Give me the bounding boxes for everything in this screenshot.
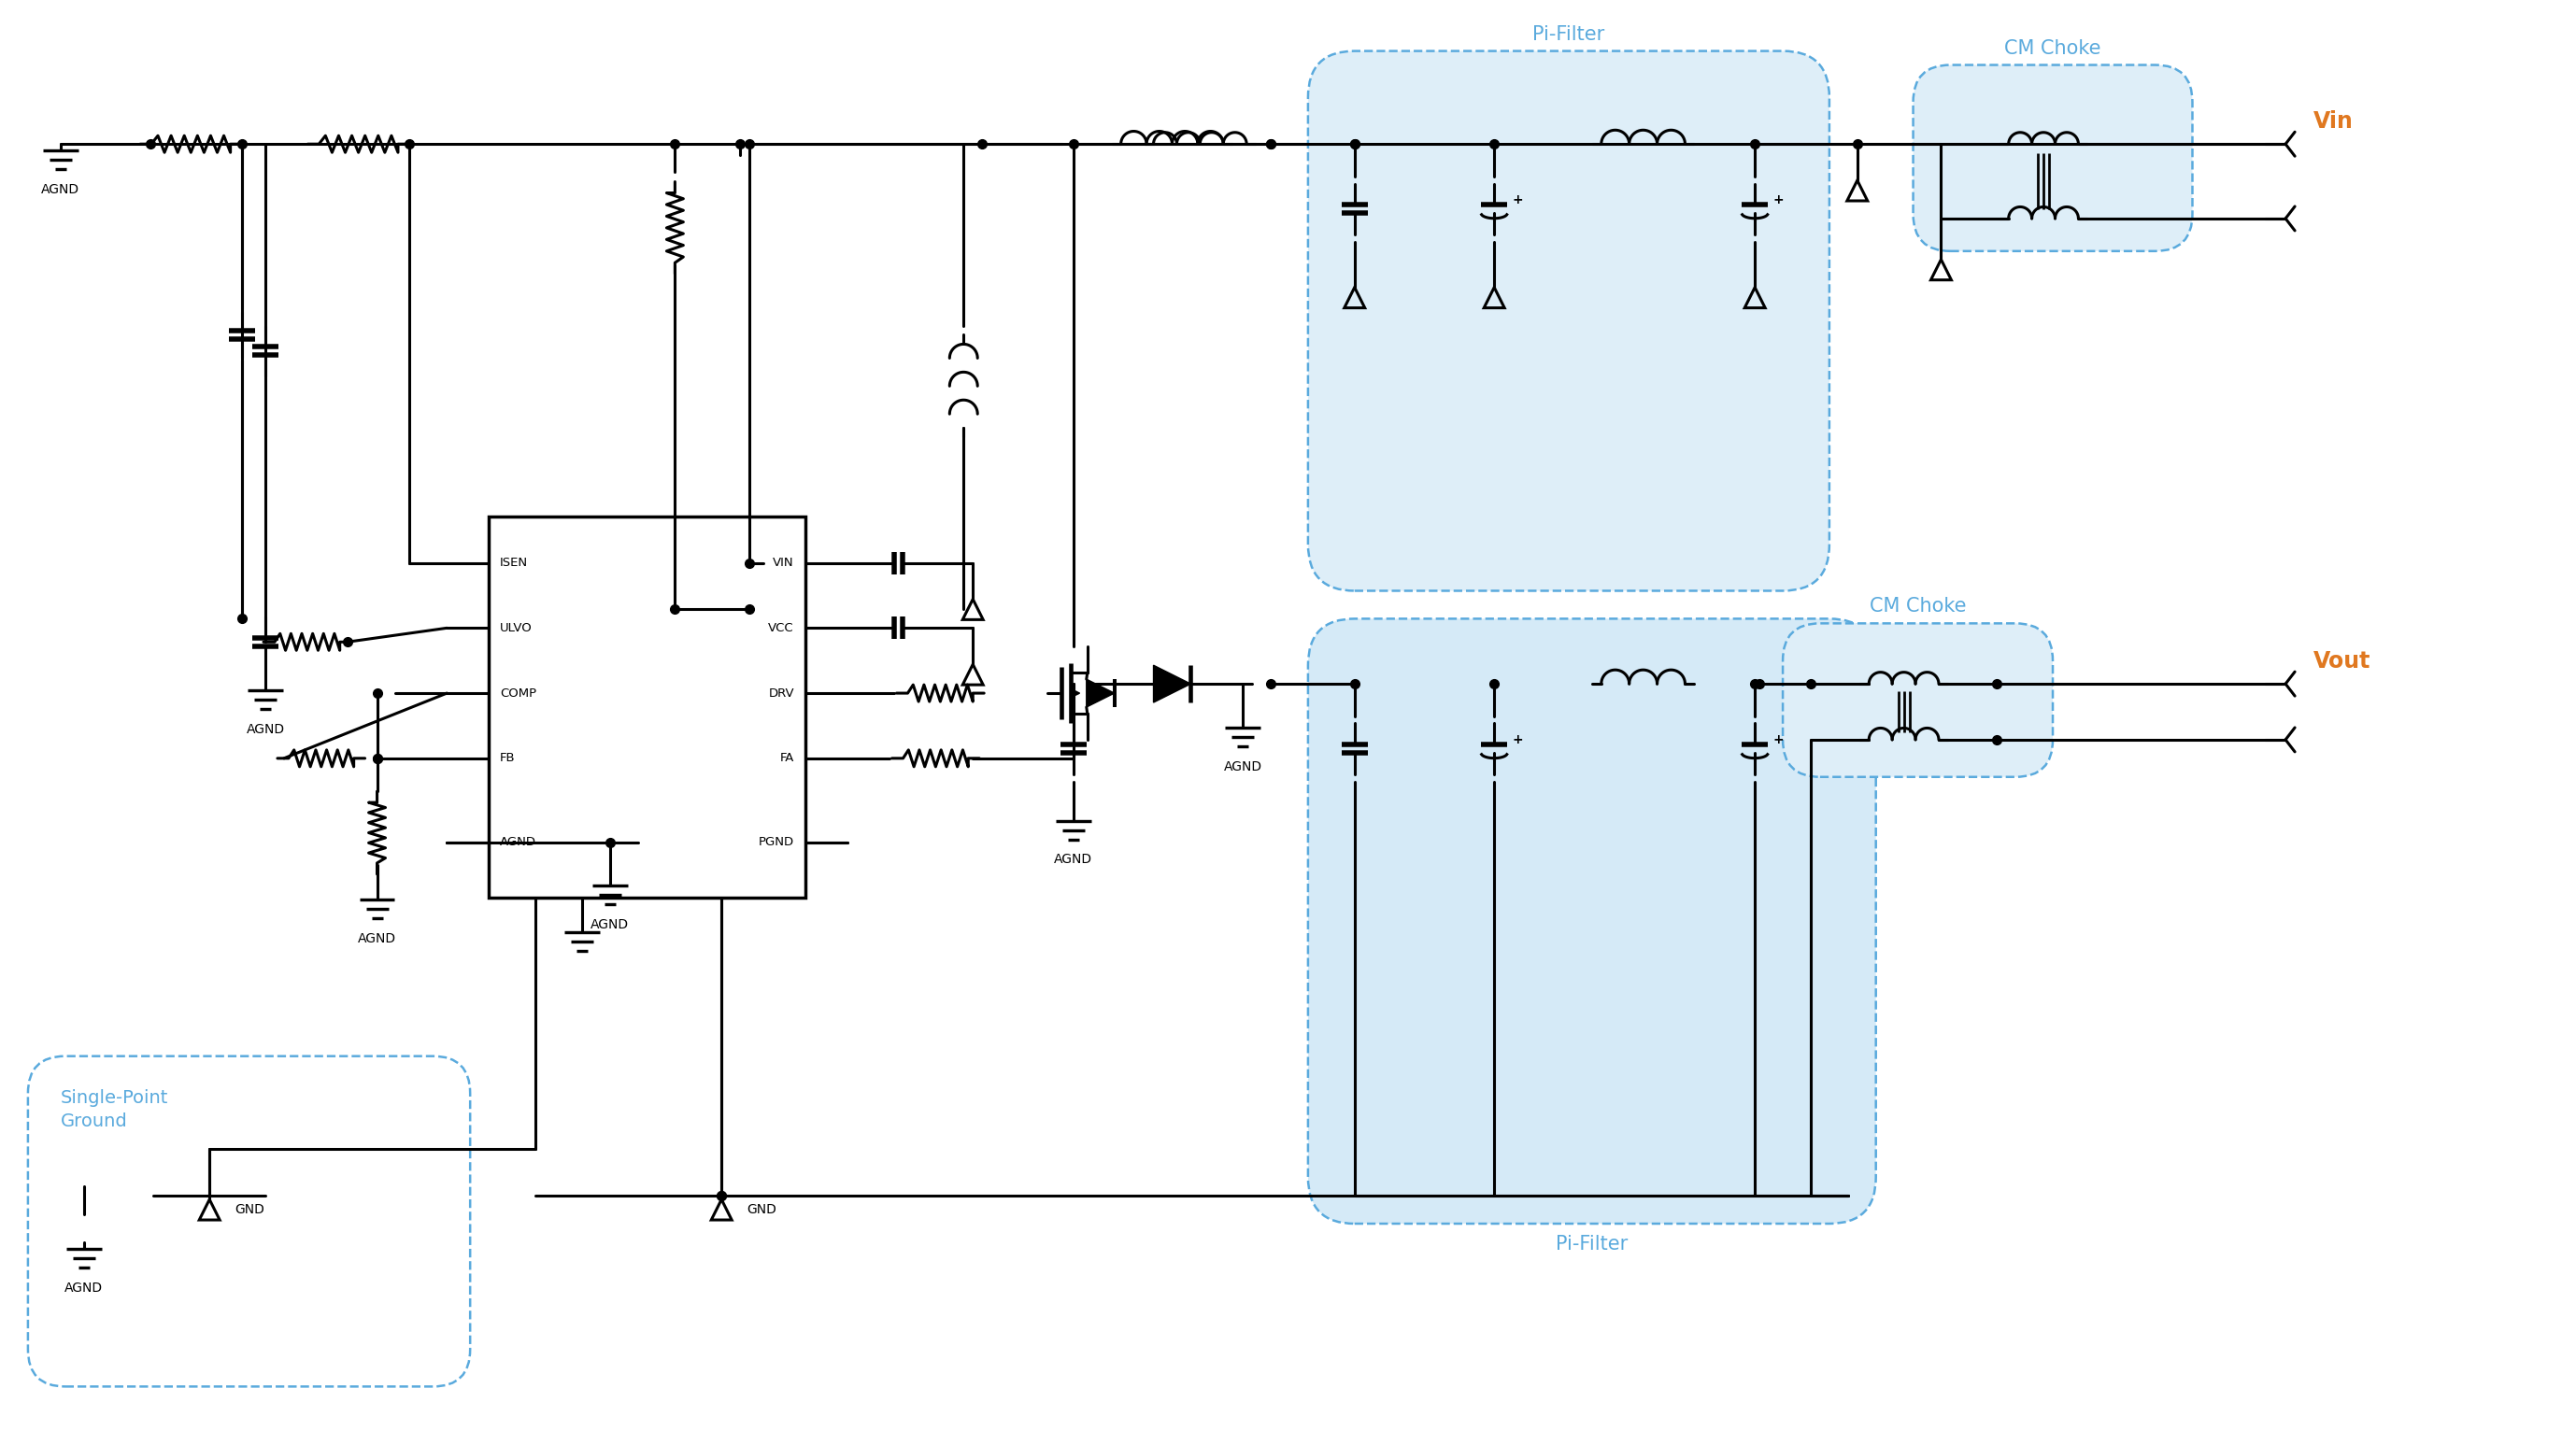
Text: GND: GND xyxy=(234,1203,265,1216)
FancyBboxPatch shape xyxy=(1783,624,2053,777)
Text: +: + xyxy=(1772,733,1783,746)
Text: Pi-Filter: Pi-Filter xyxy=(1533,24,1605,43)
Text: Pi-Filter: Pi-Filter xyxy=(1556,1235,1628,1254)
Text: PGND: PGND xyxy=(757,836,793,849)
FancyBboxPatch shape xyxy=(1309,618,1875,1224)
Text: AGND: AGND xyxy=(500,836,536,849)
Text: VCC: VCC xyxy=(768,622,793,634)
Text: Vout: Vout xyxy=(2313,650,2370,673)
Text: GND: GND xyxy=(747,1203,775,1216)
Text: AGND: AGND xyxy=(41,183,80,196)
Text: COMP: COMP xyxy=(500,687,536,700)
FancyBboxPatch shape xyxy=(1309,52,1829,591)
FancyBboxPatch shape xyxy=(28,1056,471,1387)
Text: +: + xyxy=(1772,193,1783,206)
Bar xyxy=(489,517,806,897)
Text: AGND: AGND xyxy=(247,723,283,736)
Polygon shape xyxy=(1154,665,1190,703)
Text: +: + xyxy=(1512,193,1522,206)
Text: DRV: DRV xyxy=(768,687,793,700)
Text: AGND: AGND xyxy=(590,919,629,932)
Text: VIN: VIN xyxy=(773,557,793,570)
Text: AGND: AGND xyxy=(1054,853,1092,866)
Text: FA: FA xyxy=(781,753,793,764)
Text: FB: FB xyxy=(500,753,515,764)
Text: AGND: AGND xyxy=(1224,760,1262,773)
Text: CM Choke: CM Choke xyxy=(1870,597,1965,615)
Text: Single-Point
Ground: Single-Point Ground xyxy=(59,1089,167,1130)
Text: ISEN: ISEN xyxy=(500,557,528,570)
Text: AGND: AGND xyxy=(358,933,397,946)
Text: Vin: Vin xyxy=(2313,110,2354,133)
FancyBboxPatch shape xyxy=(1914,64,2192,250)
Text: ULVO: ULVO xyxy=(500,622,533,634)
Text: AGND: AGND xyxy=(64,1281,103,1295)
Text: +: + xyxy=(1512,733,1522,746)
Polygon shape xyxy=(1087,680,1115,707)
Text: CM Choke: CM Choke xyxy=(2004,39,2102,57)
